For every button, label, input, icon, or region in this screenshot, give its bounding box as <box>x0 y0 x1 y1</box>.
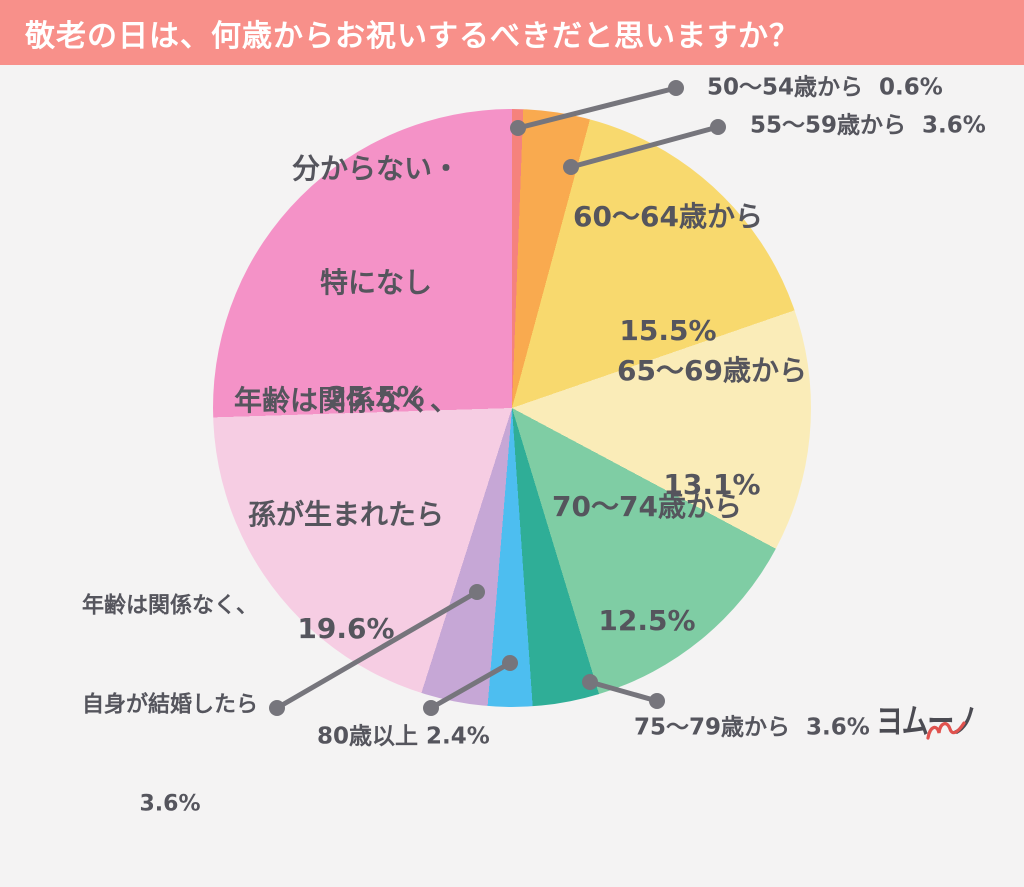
label-70-74-percent: 12.5% <box>598 604 696 637</box>
label-60-64-percent: 15.5% <box>619 314 717 347</box>
label-60-64-text: 60〜64歳から <box>573 200 763 233</box>
label-55-59-text: 55〜59歳から 3.6% <box>750 112 986 139</box>
label-50-54-text: 50〜54歳から 0.6% <box>707 74 943 101</box>
label-marriage-percent: 3.6% <box>139 791 201 817</box>
label-unknown-percent: 25.5% <box>327 380 425 413</box>
label-grandchild: 年齢は関係なく、 孫が生まれたら 19.6% <box>234 306 458 724</box>
chart-title: 敬老の日は、何歳からお祝いするべきだと思いますか？ <box>25 18 800 54</box>
label-grandchild-line1: 年齢は関係なく、 <box>233 384 459 417</box>
label-75-79-text: 75〜79歳から 3.6% <box>634 714 870 741</box>
label-70-74: 70〜74歳から 12.5% <box>552 412 742 716</box>
label-65-69-text: 65〜69歳から <box>617 354 807 387</box>
label-80plus: 80歳以上 2.4% <box>317 655 490 820</box>
yomuno-logo: ヨムーノ <box>876 694 1006 744</box>
label-grandchild-line2: 孫が生まれたら <box>247 498 445 531</box>
label-marriage-line2: 自身が結婚したら <box>81 692 259 718</box>
label-unknown-line1: 分からない・ <box>291 152 461 185</box>
label-50-54: 50〜54歳から 0.6% <box>707 6 943 171</box>
label-70-74-text: 70〜74歳から <box>552 490 742 523</box>
infographic: 敬老の日は、何歳からお祝いするべきだと思いますか？ 50〜54歳から 0.6% … <box>0 0 1024 817</box>
label-60-64: 60〜64歳から 15.5% <box>573 122 763 426</box>
label-grandchild-percent: 19.6% <box>297 612 395 645</box>
label-marriage: 年齢は関係なく、 自身が結婚したら 3.6% <box>82 524 258 887</box>
label-unknown: 分からない・ 特になし 25.5% <box>292 74 460 492</box>
label-marriage-line1: 年齢は関係なく、 <box>81 593 259 619</box>
yomuno-logo-accent-icon <box>926 721 966 740</box>
title-bar: 敬老の日は、何歳からお祝いするべきだと思いますか？ <box>0 0 1024 65</box>
label-65-69-percent: 13.1% <box>663 468 761 501</box>
label-unknown-line2: 特になし <box>319 266 433 299</box>
label-75-79: 75〜79歳から 3.6% <box>634 646 870 811</box>
label-65-69: 65〜69歳から 13.1% <box>617 276 807 580</box>
label-80plus-text: 80歳以上 2.4% <box>317 723 490 750</box>
label-55-59: 55〜59歳から 3.6% <box>750 44 986 209</box>
